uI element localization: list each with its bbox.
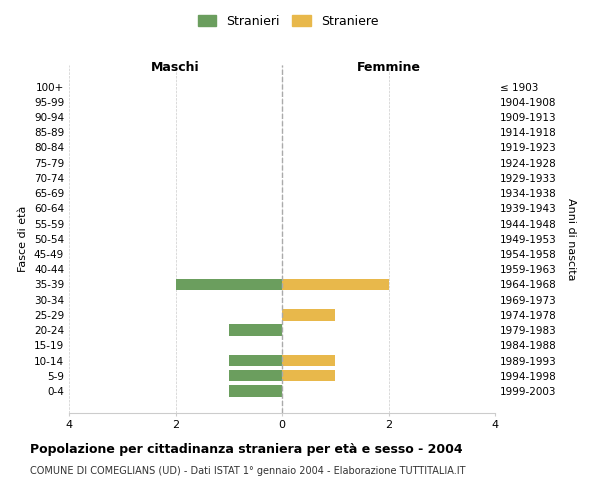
Text: Femmine: Femmine (356, 62, 421, 74)
Y-axis label: Anni di nascita: Anni di nascita (566, 198, 576, 280)
Text: COMUNE DI COMEGLIANS (UD) - Dati ISTAT 1° gennaio 2004 - Elaborazione TUTTITALIA: COMUNE DI COMEGLIANS (UD) - Dati ISTAT 1… (30, 466, 466, 476)
Bar (282, 355, 335, 366)
Bar (229, 324, 282, 336)
Bar (282, 278, 389, 290)
Y-axis label: Fasce di età: Fasce di età (19, 206, 28, 272)
Text: Popolazione per cittadinanza straniera per età e sesso - 2004: Popolazione per cittadinanza straniera p… (30, 442, 463, 456)
Bar (282, 309, 335, 320)
Bar (282, 370, 335, 382)
Legend: Stranieri, Straniere: Stranieri, Straniere (194, 11, 382, 32)
Bar (229, 355, 282, 366)
Text: Maschi: Maschi (151, 62, 200, 74)
Bar (176, 278, 282, 290)
Bar (229, 370, 282, 382)
Bar (229, 386, 282, 396)
